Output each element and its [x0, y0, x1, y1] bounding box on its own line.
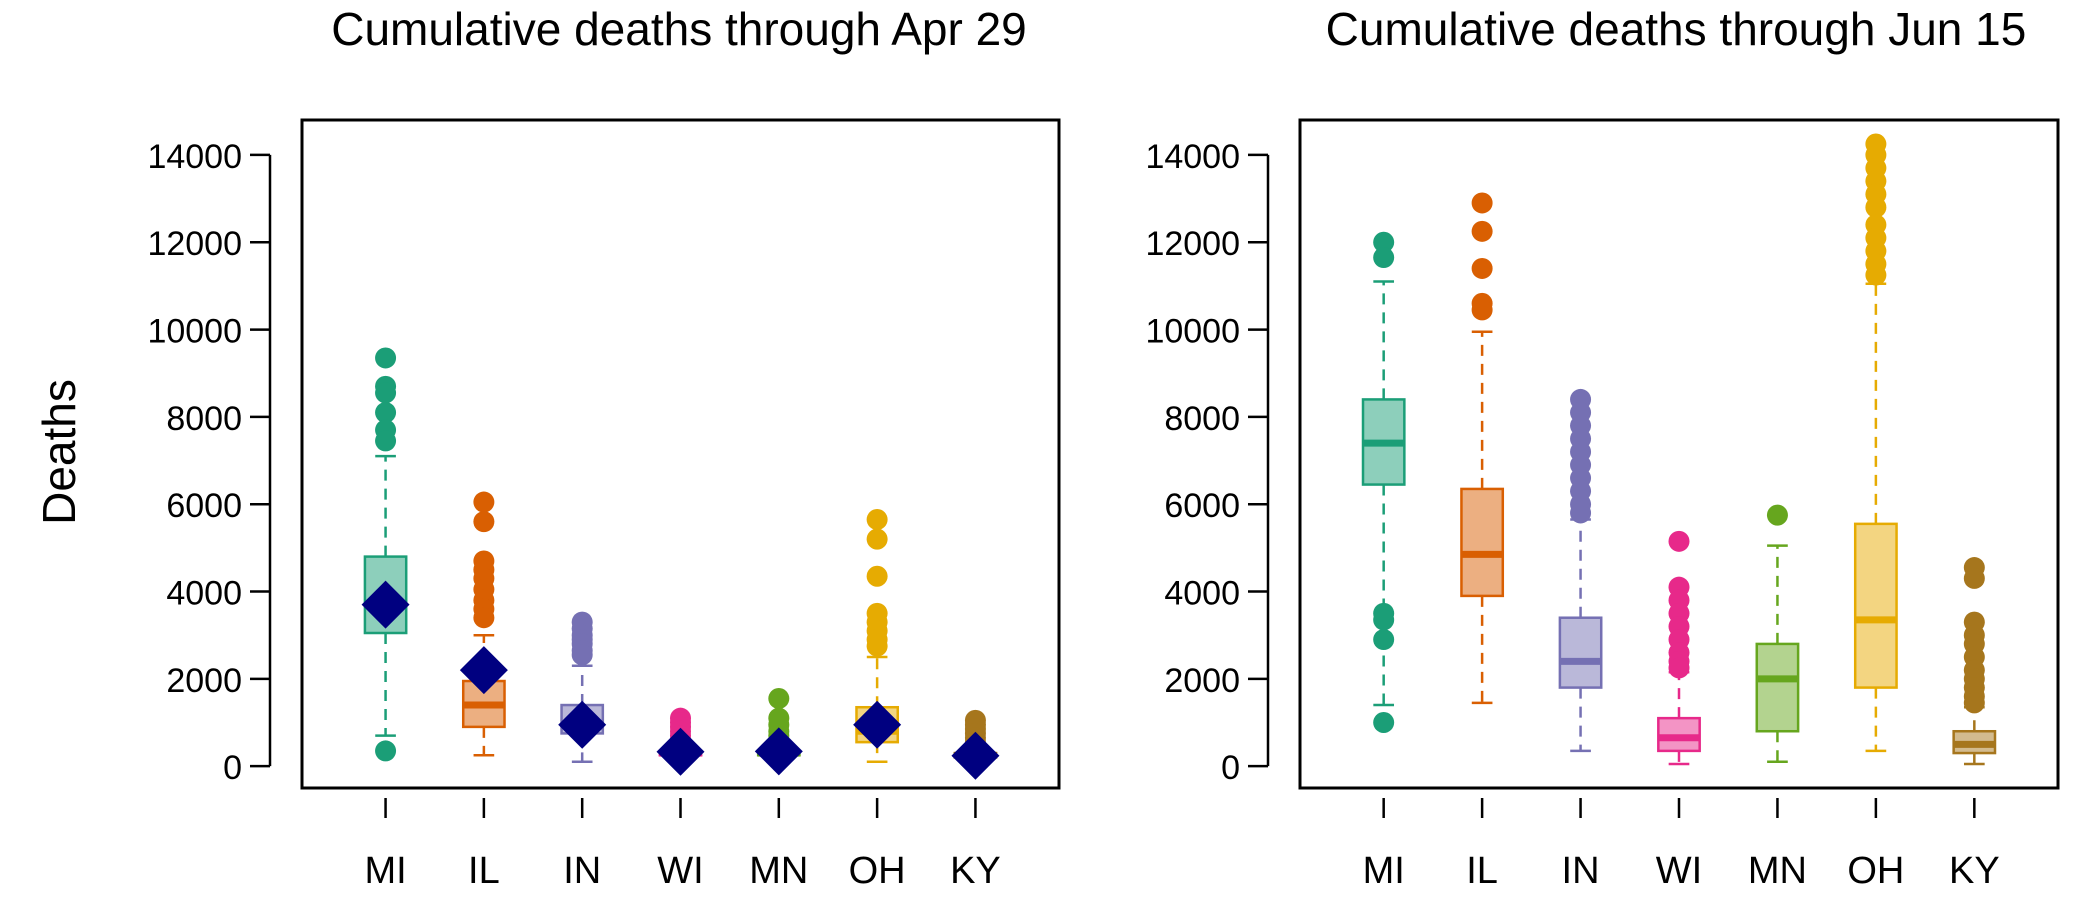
box-IL	[1460, 192, 1505, 705]
outlier-point	[866, 508, 888, 530]
chart-title: Cumulative deaths through Apr 29	[331, 3, 1027, 55]
x-tick-label: MI	[1363, 850, 1405, 892]
outlier-point	[768, 687, 790, 709]
chart-title: Cumulative deaths through Jun 15	[1326, 3, 2027, 55]
x-tick-label: MN	[749, 850, 808, 892]
box-KY	[1952, 557, 1997, 766]
y-tick-label: 4000	[1164, 575, 1240, 613]
box-iqr	[1558, 616, 1603, 689]
outlier-point	[1373, 231, 1395, 253]
y-tick-label: 2000	[166, 662, 242, 700]
outlier-point	[1668, 657, 1690, 679]
y-tick-label: 2000	[1164, 662, 1240, 700]
outlier-point	[571, 644, 593, 666]
outlier-point	[866, 528, 888, 550]
y-tick-label: 12000	[147, 225, 242, 263]
x-tick-label: KY	[1949, 850, 2000, 892]
chart-left: Cumulative deaths through Apr 29 0 2000 40…	[147, 3, 1061, 892]
observed-marker-MI	[361, 580, 410, 629]
outlier-point	[1373, 247, 1395, 269]
observed-marker-MN	[754, 727, 803, 776]
outlier-point	[1865, 264, 1887, 286]
outlier-point	[1963, 692, 1985, 714]
outlier-point	[473, 511, 495, 533]
y-tick-label: 0	[223, 749, 242, 787]
outlier-point	[866, 635, 888, 657]
outlier-point	[375, 430, 397, 452]
y-axis-label: Deaths	[33, 379, 85, 525]
outlier-point	[1373, 712, 1395, 734]
x-tick-label: MN	[1748, 850, 1807, 892]
box-iqr	[1755, 642, 1800, 733]
box-MI	[1361, 231, 1406, 734]
x-tick-label: IL	[468, 850, 500, 892]
outlier-point	[375, 347, 397, 369]
outlier-point	[1668, 530, 1690, 552]
box-OH	[1853, 133, 1898, 753]
y-tick-label: 8000	[166, 400, 242, 438]
outlier-point	[1373, 629, 1395, 651]
outlier-point	[1471, 299, 1493, 321]
outlier-point	[375, 740, 397, 762]
observed-marker-IN	[558, 700, 607, 749]
y-tick-label: 8000	[1164, 400, 1240, 438]
outlier-point	[1373, 609, 1395, 631]
x-tick-label: IN	[563, 850, 601, 892]
observed-marker-OH	[853, 700, 902, 749]
x-tick-label: IN	[1562, 850, 1600, 892]
y-tick-label: 14000	[1145, 138, 1240, 176]
chart-right: Cumulative deaths through Jun 15 0 2000 40…	[1145, 3, 2060, 892]
box-iqr	[1460, 487, 1505, 598]
outlier-point	[375, 402, 397, 424]
y-tick-label: 10000	[147, 313, 242, 351]
outlier-point	[1471, 220, 1493, 242]
plot-frame	[300, 118, 1061, 790]
box-IN	[1558, 388, 1603, 753]
outlier-point	[1865, 196, 1887, 218]
outlier-point	[1570, 502, 1592, 524]
x-tick-label: OH	[1847, 850, 1904, 892]
y-tick-label: 6000	[166, 487, 242, 525]
x-tick-label: MI	[364, 850, 406, 892]
outlier-point	[1766, 504, 1788, 526]
observed-marker-WI	[656, 727, 705, 776]
outlier-point	[1963, 567, 1985, 589]
outlier-point	[1471, 257, 1493, 279]
y-tick-label: 14000	[147, 138, 242, 176]
x-tick-label: WI	[657, 850, 703, 892]
x-tick-label: OH	[849, 850, 906, 892]
box-WI	[1657, 530, 1701, 766]
plot-frame	[1298, 118, 2060, 790]
x-tick-label: KY	[950, 850, 1001, 892]
y-tick-label: 0	[1221, 749, 1240, 787]
observed-marker-KY	[951, 731, 1000, 780]
outlier-point	[866, 565, 888, 587]
y-tick-label: 4000	[166, 575, 242, 613]
y-tick-label: 6000	[1164, 487, 1240, 525]
outlier-point	[473, 607, 495, 629]
x-tick-label: WI	[1656, 850, 1702, 892]
x-tick-label: IL	[1466, 850, 1498, 892]
box-iqr	[1853, 522, 1898, 689]
outlier-point	[473, 491, 495, 513]
observed-marker-IL	[459, 646, 508, 695]
outlier-point	[1471, 192, 1493, 214]
box-MI	[363, 347, 408, 762]
box-IL	[461, 491, 506, 757]
box-MN	[1755, 504, 1800, 764]
outlier-point	[375, 382, 397, 404]
y-tick-label: 10000	[1145, 313, 1240, 351]
y-tick-label: 12000	[1145, 225, 1240, 263]
